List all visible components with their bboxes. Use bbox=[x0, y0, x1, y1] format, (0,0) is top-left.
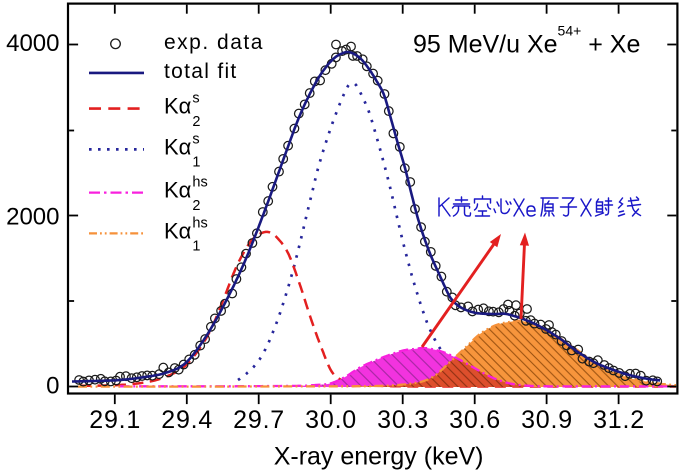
svg-text:1: 1 bbox=[192, 155, 200, 171]
svg-text:hs: hs bbox=[192, 215, 207, 231]
svg-text:1: 1 bbox=[192, 239, 200, 255]
svg-text:30.0: 30.0 bbox=[305, 406, 357, 434]
svg-text:Kα: Kα bbox=[164, 94, 192, 119]
svg-text:hs: hs bbox=[192, 175, 207, 191]
svg-text:29.1: 29.1 bbox=[89, 406, 141, 434]
svg-text:Kα: Kα bbox=[164, 134, 192, 159]
svg-text:29.4: 29.4 bbox=[161, 406, 213, 434]
svg-text:31.2: 31.2 bbox=[593, 406, 645, 434]
svg-text:2: 2 bbox=[192, 114, 200, 130]
svg-text:exp. data: exp. data bbox=[164, 31, 264, 54]
svg-text:2: 2 bbox=[192, 198, 200, 214]
svg-text:30.6: 30.6 bbox=[449, 406, 501, 434]
svg-text:2000: 2000 bbox=[6, 204, 59, 231]
svg-text:total fit: total fit bbox=[164, 60, 238, 83]
svg-text:4000: 4000 bbox=[6, 30, 59, 57]
svg-text:29.7: 29.7 bbox=[233, 406, 285, 434]
svg-text:s: s bbox=[192, 91, 199, 107]
svg-text:0: 0 bbox=[46, 373, 59, 400]
svg-text:X-ray energy (keV): X-ray energy (keV) bbox=[274, 443, 484, 471]
svg-text:30.3: 30.3 bbox=[377, 406, 429, 434]
svg-text:Kα: Kα bbox=[164, 178, 192, 203]
svg-text:s: s bbox=[192, 131, 199, 147]
svg-text:30.9: 30.9 bbox=[521, 406, 573, 434]
svg-text:Kα: Kα bbox=[164, 218, 192, 243]
